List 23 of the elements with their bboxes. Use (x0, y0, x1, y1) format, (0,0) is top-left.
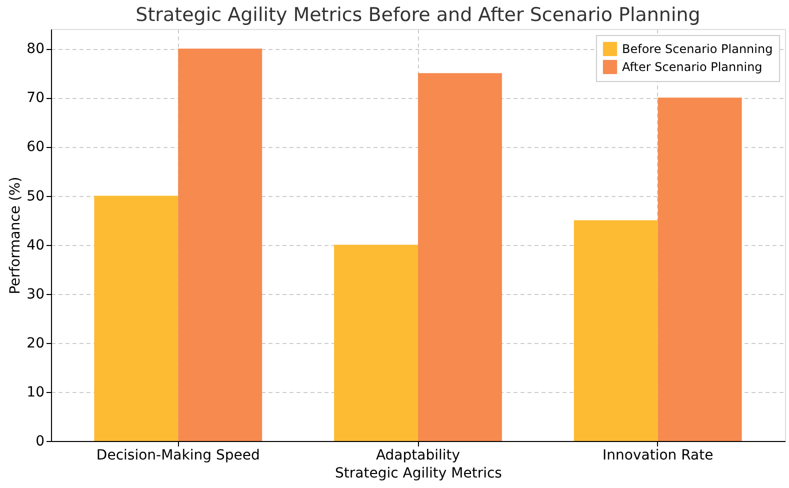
y-tick-label: 50 (26, 188, 44, 204)
y-tick-label: 10 (26, 384, 44, 400)
bar (94, 196, 178, 441)
y-tick-label: 60 (26, 139, 44, 156)
legend-label: After Scenario Planning (622, 60, 762, 74)
y-tick-label: 30 (26, 286, 44, 302)
legend-label: Before Scenario Planning (622, 42, 773, 56)
y-tick-label: 20 (26, 335, 44, 352)
x-axis-title: Strategic Agility Metrics (335, 466, 502, 482)
bar (658, 98, 742, 441)
bar (418, 73, 502, 441)
y-tick-label: 70 (26, 90, 44, 106)
bar (574, 220, 658, 441)
bar (178, 48, 262, 441)
chart-title: Strategic Agility Metrics Before and After Scenario Planning (136, 4, 700, 26)
y-tick-label: 40 (26, 237, 44, 254)
x-tick-label: Decision-Making Speed (96, 448, 260, 464)
y-tick-label: 80 (26, 41, 44, 58)
x-tick-label: Innovation Rate (602, 448, 714, 464)
x-tick-label: Adaptability (376, 448, 460, 464)
y-tick-label: 0 (36, 434, 44, 450)
bar (334, 244, 418, 441)
y-axis-title: Performance (%) (8, 176, 24, 294)
